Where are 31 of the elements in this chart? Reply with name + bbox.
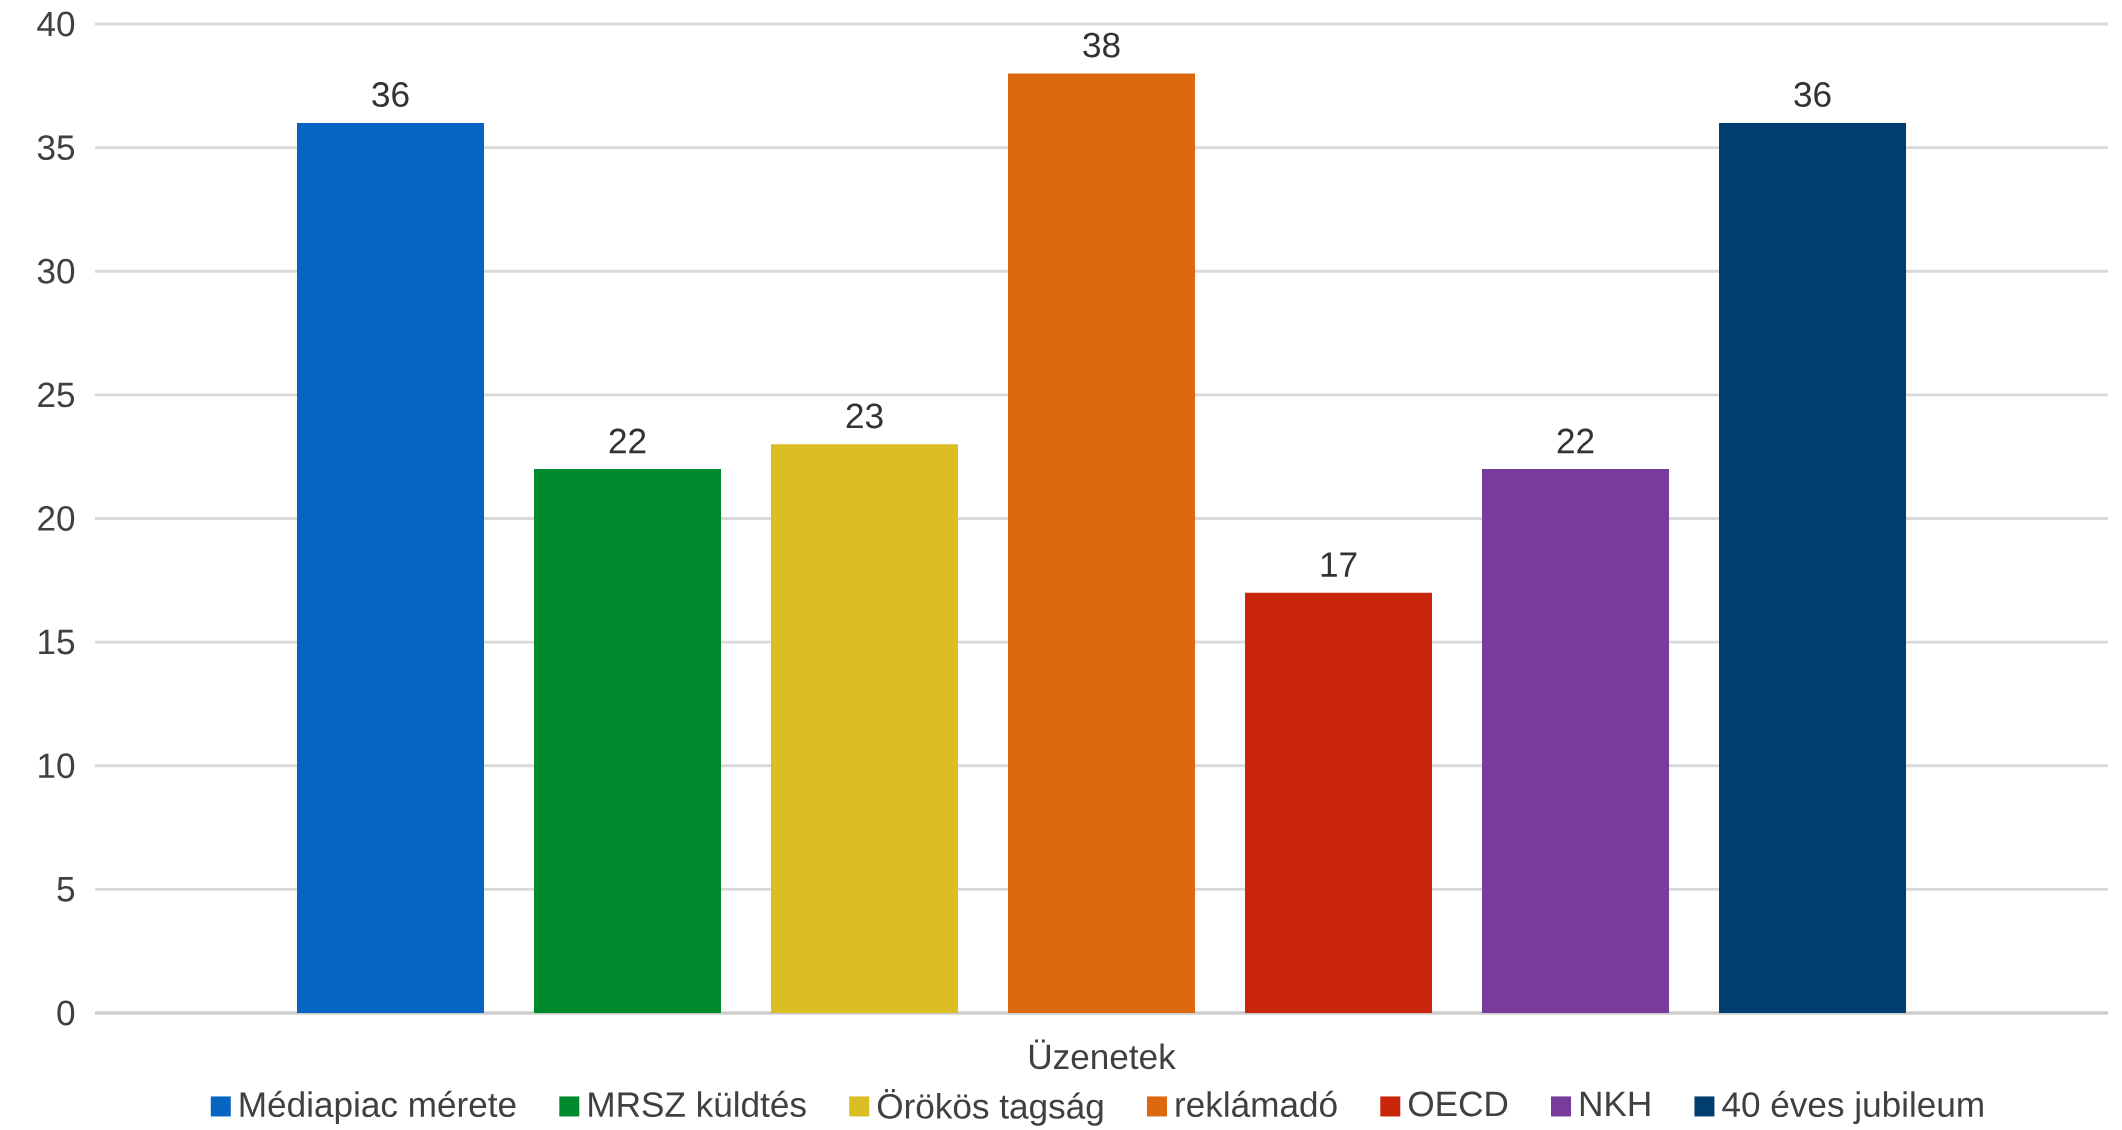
bar xyxy=(534,469,722,1014)
legend-label: Médiapiac mérete xyxy=(240,1090,516,1125)
bar xyxy=(1719,122,1907,1014)
data-label: 22 xyxy=(1557,428,1594,454)
x-tick-label: Üzenetek xyxy=(1029,1039,1176,1070)
bar xyxy=(297,122,485,1014)
data-label: 36 xyxy=(372,82,409,107)
y-tick-label: 0 xyxy=(57,1000,75,1026)
y-tick-label: 15 xyxy=(39,629,75,655)
y-tick-label: 10 xyxy=(39,753,75,779)
y-tick-label: 25 xyxy=(38,382,75,408)
y-tick-label: 20 xyxy=(38,506,75,531)
data-label: 23 xyxy=(846,403,883,429)
data-label: 38 xyxy=(1083,32,1120,58)
y-tick-label: 40 xyxy=(37,11,75,37)
bar xyxy=(771,444,959,1014)
data-label: 22 xyxy=(609,428,646,454)
y-tick-label: 35 xyxy=(37,135,75,161)
bar xyxy=(1482,469,1670,1014)
legend-label: 40 éves jubileum xyxy=(1722,1090,1983,1125)
legend-label: NKH xyxy=(1580,1091,1650,1116)
legend-label: OECD xyxy=(1408,1091,1508,1117)
y-tick-label: 5 xyxy=(57,877,75,902)
data-label: 17 xyxy=(1321,552,1357,577)
data-label: 36 xyxy=(1794,82,1831,107)
legend-label: reklámadó xyxy=(1176,1090,1337,1118)
legend-label: MRSZ küldtés xyxy=(589,1090,806,1118)
bar xyxy=(1245,592,1433,1014)
y-tick-label: 30 xyxy=(37,258,75,284)
legend-label: Örökös tagság xyxy=(877,1089,1103,1126)
bar xyxy=(1008,73,1196,1014)
